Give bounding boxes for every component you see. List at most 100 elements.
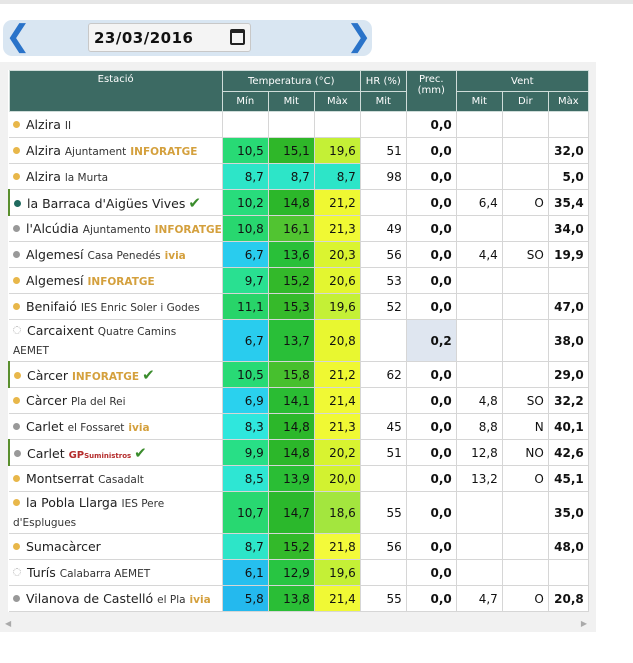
temp-max-cell: 20,0 [313,465,361,492]
wind-max-cell: 32,2 [547,387,589,414]
humidity-cell: 51 [359,439,407,466]
station-cell[interactable]: Algemesí INFORATGE [9,267,223,294]
humidity-cell [359,319,407,362]
wind-mit-cell [455,491,503,534]
status-dot-icon [14,371,21,379]
wind-max-cell: 20,8 [547,585,589,612]
header-precipitation: Prec. (mm) [405,70,457,112]
station-location: la Murta [64,172,109,184]
wind-dir-cell [501,533,549,560]
scroll-left-arrow-icon[interactable]: ◀ [5,619,12,628]
temp-mit-cell: 15,3 [267,293,315,320]
temp-max-cell: 18,6 [313,491,361,534]
temp-max-cell: 20,3 [313,241,361,268]
station-cell[interactable]: Sumacàrcer [9,533,223,560]
table-row: Vilanova de Castelló el Pla ivia 5,8 13,8 2… [9,585,589,612]
station-cell[interactable]: Benifaió IES Enric Soler i Godes [9,293,223,320]
station-name[interactable]: Algemesí [26,247,84,262]
station-cell[interactable]: Carlet el Fossaret ivia [9,413,223,440]
station-name[interactable]: Turís [27,565,56,580]
station-cell[interactable]: Alzira II [9,111,223,138]
station-cell[interactable]: la Pobla Llarga IES Pere d'Esplugues [9,491,223,534]
station-name[interactable]: Càrcer [26,393,67,408]
date-picker-input[interactable]: 23/03/2016 [88,23,251,52]
temp-mit-cell: 15,2 [267,533,315,560]
station-name[interactable]: Benifaió [26,299,77,314]
temp-max-cell: 20,2 [313,439,361,466]
station-name[interactable]: Carlet [26,419,64,434]
temp-min-cell: 8,5 [221,465,269,492]
temp-max-cell: 19,6 [313,559,361,586]
table-row: Càrcer INFORATGE ✔ 10,5 15,8 21,2 62 0,0 29,0 [7,361,589,388]
temp-mit-cell: 12,9 [267,559,315,586]
table-row: Carlet GPSuministros ✔ 9,9 14,8 20,2 51 0,0 12,… [7,439,589,466]
station-name[interactable]: Montserrat [26,471,95,486]
wind-mit-cell [455,533,503,560]
date-navigation-bar: ❮ 23/03/2016 ❯ [3,20,372,56]
station-cell[interactable]: Càrcer INFORATGE ✔ [7,361,223,388]
station-name[interactable]: Alzira [26,143,61,158]
status-dot-icon [13,225,20,232]
station-name[interactable]: Càrcer [27,367,68,383]
temp-mit-cell: 14,8 [267,439,315,466]
station-cell[interactable]: Alzira la Murta [9,163,223,190]
station-location: Casadalt [98,474,144,486]
temp-min-cell: 6,1 [221,559,269,586]
verified-check-icon: ✔ [142,365,155,384]
temp-max-cell: 21,4 [313,387,361,414]
temp-mit-cell: 14,8 [267,189,315,216]
station-cell[interactable]: Turís Calabarra AEMET [9,559,223,586]
station-cell[interactable]: la Barraca d'Aigües Vives ✔ [7,189,223,216]
horizontal-scrollbar[interactable]: ◀ ▶ [0,618,593,632]
wind-mit-cell: 4,7 [455,585,503,612]
precipitation-cell: 0,0 [405,361,457,388]
station-name[interactable]: Alzira [26,169,61,184]
humidity-cell: 98 [359,163,407,190]
temp-min-cell [221,111,269,138]
station-location: Quatre Camins [97,325,177,338]
table-row: Alzira la Murta 8,7 8,7 8,7 98 0,0 5,0 [9,163,589,190]
station-cell[interactable]: Vilanova de Castelló el Pla ivia [9,585,223,612]
station-name[interactable]: Vilanova de Castelló [26,591,154,606]
next-day-chevron-icon[interactable]: ❯ [346,19,372,54]
temp-min-cell: 8,7 [221,533,269,560]
previous-day-chevron-icon[interactable]: ❮ [5,19,31,54]
station-location: Ajuntament [64,146,127,158]
station-name[interactable]: Sumacàrcer [26,539,101,554]
station-name[interactable]: Carlet [27,445,65,461]
station-name[interactable]: Algemesí [26,273,84,288]
station-cell[interactable]: Algemesí Casa Penedés ivia [9,241,223,268]
wind-dir-cell [501,111,549,138]
table-row: Algemesí Casa Penedés ivia 6,7 13,6 20,3 56 0… [9,241,589,268]
calendar-icon[interactable] [230,29,245,45]
station-name[interactable]: Alzira [26,117,61,132]
station-cell[interactable]: Alzira Ajuntament INFORATGE [9,137,223,164]
station-name[interactable]: la Pobla Llarga [26,494,118,510]
precipitation-cell: 0,0 [405,137,457,164]
station-cell[interactable]: Carcaixent Quatre Camins AEMET [9,319,223,362]
wind-mit-cell: 4,8 [455,387,503,414]
station-cell[interactable]: Càrcer Pla del Rei [9,387,223,414]
scroll-right-arrow-icon[interactable]: ▶ [580,619,587,628]
wind-mit-cell [455,559,503,586]
table-row: la Barraca d'Aigües Vives ✔ 10,2 14,8 21,2 0,… [7,189,589,216]
table-row: la Pobla Llarga IES Pere d'Esplugues 10,7 1… [9,491,589,534]
station-name[interactable]: la Barraca d'Aigües Vives [27,195,186,211]
status-dot-icon [13,277,20,284]
station-name[interactable]: Carcaixent [27,322,94,338]
precipitation-cell: 0,0 [405,293,457,320]
wind-max-cell: 32,0 [547,137,589,164]
station-name[interactable]: l'Alcúdia [26,221,79,236]
humidity-cell: 56 [359,241,407,268]
status-dot-icon [13,595,20,602]
gp-brand-logo: GP [68,449,85,461]
station-location-line2: d'Esplugues [13,516,77,529]
station-cell[interactable]: Montserrat Casadalt [9,465,223,492]
temp-min-cell: 11,1 [221,293,269,320]
temp-mit-cell: 14,8 [267,413,315,440]
temp-min-cell: 6,9 [221,387,269,414]
station-cell[interactable]: Carlet GPSuministros ✔ [7,439,223,466]
status-dot-icon [13,423,20,430]
temp-mit-cell: 13,9 [267,465,315,492]
station-cell[interactable]: l'Alcúdia Ajuntamento INFORATGE [9,215,223,242]
